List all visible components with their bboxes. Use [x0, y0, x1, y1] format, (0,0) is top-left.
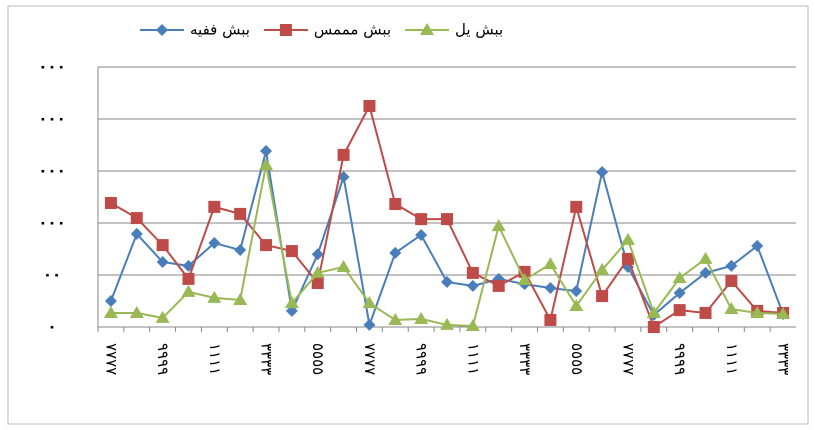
- point: [129, 305, 144, 318]
- point: [414, 311, 429, 324]
- point: [596, 290, 609, 303]
- legend-marker: [279, 24, 292, 36]
- point: [543, 257, 558, 270]
- point: [776, 307, 791, 319]
- point: [311, 248, 324, 261]
- point: [415, 228, 428, 241]
- point: [285, 245, 298, 258]
- point: [620, 232, 635, 245]
- point: [544, 313, 557, 326]
- point: [337, 148, 350, 161]
- point: [440, 317, 454, 330]
- point: [389, 198, 402, 211]
- point: [724, 302, 739, 315]
- point: [725, 274, 738, 287]
- point: [544, 282, 557, 294]
- point: [646, 305, 661, 318]
- x-tick-label: ١١١١: [723, 343, 741, 375]
- point: [621, 252, 634, 265]
- x-tick-label: ٣٣٣٣: [516, 343, 534, 375]
- point: [156, 239, 169, 252]
- point: [310, 265, 325, 278]
- point: [155, 310, 170, 323]
- point: [750, 305, 765, 318]
- x-tick-label: ٧٧٧٧: [102, 343, 120, 375]
- point: [725, 259, 738, 272]
- point: [466, 279, 479, 292]
- y-tick-label: ٠٠٠: [38, 214, 65, 232]
- point: [673, 286, 686, 299]
- point: [104, 196, 117, 209]
- x-tick-label: ٥٥٥٥: [309, 343, 327, 375]
- point: [465, 318, 480, 331]
- x-tick-label: ٩٩٩٩: [413, 343, 431, 375]
- point: [389, 246, 402, 259]
- point: [491, 219, 506, 232]
- x-tick-label: ٣٣٣٣: [258, 343, 276, 375]
- point: [466, 266, 479, 279]
- legend-label: ببش مممس: [314, 21, 391, 39]
- point: [415, 213, 428, 226]
- point: [103, 305, 118, 318]
- point: [441, 213, 453, 226]
- point: [104, 295, 117, 307]
- legend-marker: [420, 23, 435, 35]
- y-tick-label: ٠٠٠: [38, 58, 65, 76]
- y-tick-label: ٠٠: [43, 266, 61, 284]
- point: [234, 244, 247, 257]
- point: [208, 237, 221, 250]
- point: [181, 284, 196, 297]
- x-tick-label: ٧٧٧٧: [619, 343, 637, 375]
- point: [260, 144, 273, 157]
- point: [130, 212, 143, 225]
- point: [570, 285, 583, 298]
- y-tick-label: ٠: [47, 318, 56, 336]
- x-tick-label: ٥٥٥٥: [568, 343, 586, 375]
- point: [259, 158, 274, 171]
- point: [388, 312, 403, 325]
- point: [751, 239, 764, 252]
- point: [698, 251, 713, 264]
- point: [673, 304, 686, 317]
- x-tick-label: ١١١١: [206, 343, 224, 375]
- point: [363, 100, 376, 112]
- legend-marker: [156, 24, 168, 36]
- point: [570, 200, 583, 213]
- point: [234, 207, 247, 220]
- point: [362, 296, 377, 309]
- x-tick-label: ١١١١: [464, 343, 482, 375]
- point: [595, 263, 610, 276]
- x-tick-label: ٧٧٧٧: [361, 343, 379, 375]
- legend-label: ببش ففيه: [190, 21, 250, 39]
- point: [208, 200, 221, 213]
- point: [596, 166, 609, 179]
- point: [336, 259, 351, 272]
- point: [699, 306, 712, 319]
- point: [284, 296, 299, 309]
- point: [672, 271, 687, 284]
- point: [182, 272, 195, 285]
- point: [130, 227, 143, 240]
- point: [699, 266, 712, 279]
- x-tick-label: ٣٣٣٣: [775, 343, 793, 375]
- x-tick-label: ٩٩٩٩: [671, 343, 689, 375]
- point: [207, 290, 222, 303]
- y-tick-label: ٠٠٠: [38, 110, 65, 128]
- point: [647, 321, 660, 333]
- point: [569, 298, 584, 311]
- y-tick-label: ٠٠٠: [38, 162, 65, 180]
- point: [492, 279, 505, 292]
- point: [363, 318, 376, 331]
- point: [260, 239, 273, 252]
- x-tick-label: ٩٩٩٩: [154, 343, 172, 375]
- point: [517, 272, 532, 285]
- point: [441, 276, 453, 289]
- legend-label: ببش يل: [455, 21, 503, 39]
- point: [156, 256, 169, 268]
- point: [233, 292, 248, 305]
- point: [311, 277, 324, 290]
